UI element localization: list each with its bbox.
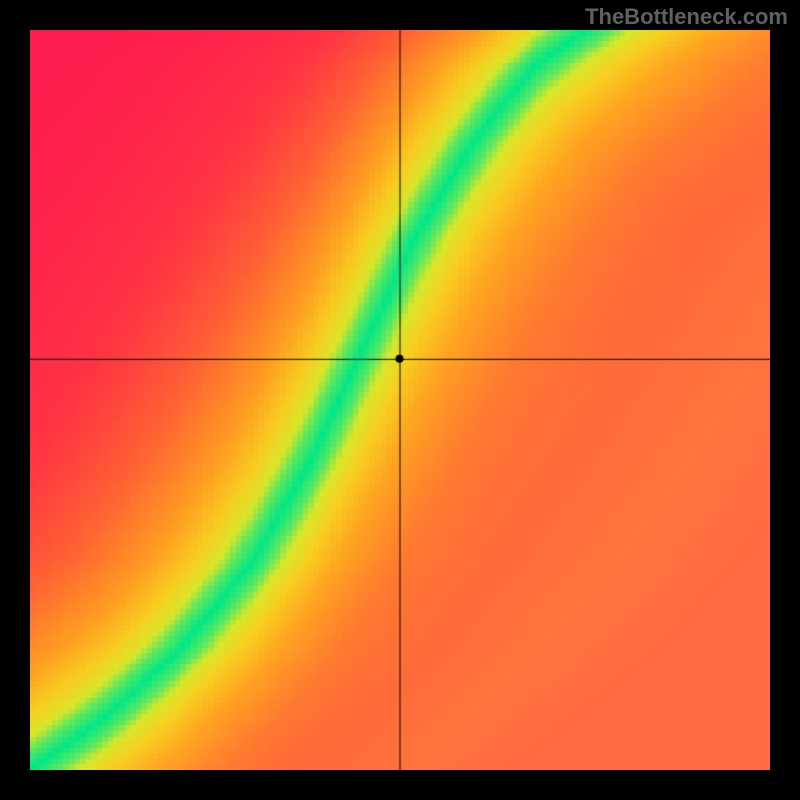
heatmap-plot [30, 30, 770, 770]
heatmap-canvas [30, 30, 770, 770]
watermark-text: TheBottleneck.com [585, 4, 788, 30]
